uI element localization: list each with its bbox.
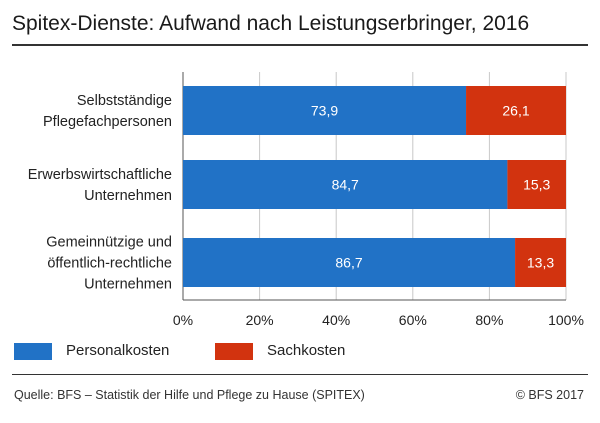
x-tick-label: 60% [399, 312, 427, 328]
data-label: 84,7 [332, 177, 359, 193]
legend-label: Personalkosten [66, 342, 170, 359]
x-tick-label: 80% [475, 312, 503, 328]
category-label: Erwerbswirtschaftliche [28, 167, 172, 183]
title-divider [12, 44, 588, 46]
x-tick-label: 20% [246, 312, 274, 328]
category-label: Pflegefachpersonen [43, 114, 172, 130]
category-label: öffentlich-rechtliche [47, 256, 172, 272]
footer-divider [12, 374, 588, 375]
x-tick-label: 100% [548, 312, 584, 328]
legend-label: Sachkosten [267, 342, 346, 359]
x-tick-label: 40% [322, 312, 350, 328]
bar-personalkosten [183, 86, 467, 135]
x-tick-label: 0% [173, 312, 193, 328]
legend-swatch [14, 343, 52, 360]
bar-sachkosten [515, 238, 566, 287]
category-label: Gemeinnützige und [46, 235, 172, 251]
source-note: Quelle: BFS – Statistik der Hilfe und Pf… [14, 388, 365, 402]
copyright-note: © BFS 2017 [515, 388, 584, 402]
legend: Personalkosten Sachkosten [14, 340, 574, 362]
bar-sachkosten [507, 160, 566, 209]
category-label: Selbstständige [77, 93, 172, 109]
category-label: Unternehmen [84, 277, 172, 293]
category-label: Unternehmen [84, 188, 172, 204]
data-label: 86,7 [335, 255, 362, 271]
data-label: 26,1 [502, 103, 529, 119]
bar-personalkosten [183, 238, 516, 287]
data-label: 73,9 [311, 103, 338, 119]
legend-swatch [215, 343, 253, 360]
data-label: 15,3 [523, 177, 550, 193]
bar-personalkosten [183, 160, 508, 209]
data-label: 13,3 [527, 255, 554, 271]
stacked-bar-chart: 0% 20% 40% 60% 80% 100% 73,9 26,1 Selbstständige… [28, 72, 584, 328]
chart-title: Spitex-Dienste: Aufwand nach Leistungser… [12, 12, 530, 35]
bar-sachkosten [466, 86, 566, 135]
